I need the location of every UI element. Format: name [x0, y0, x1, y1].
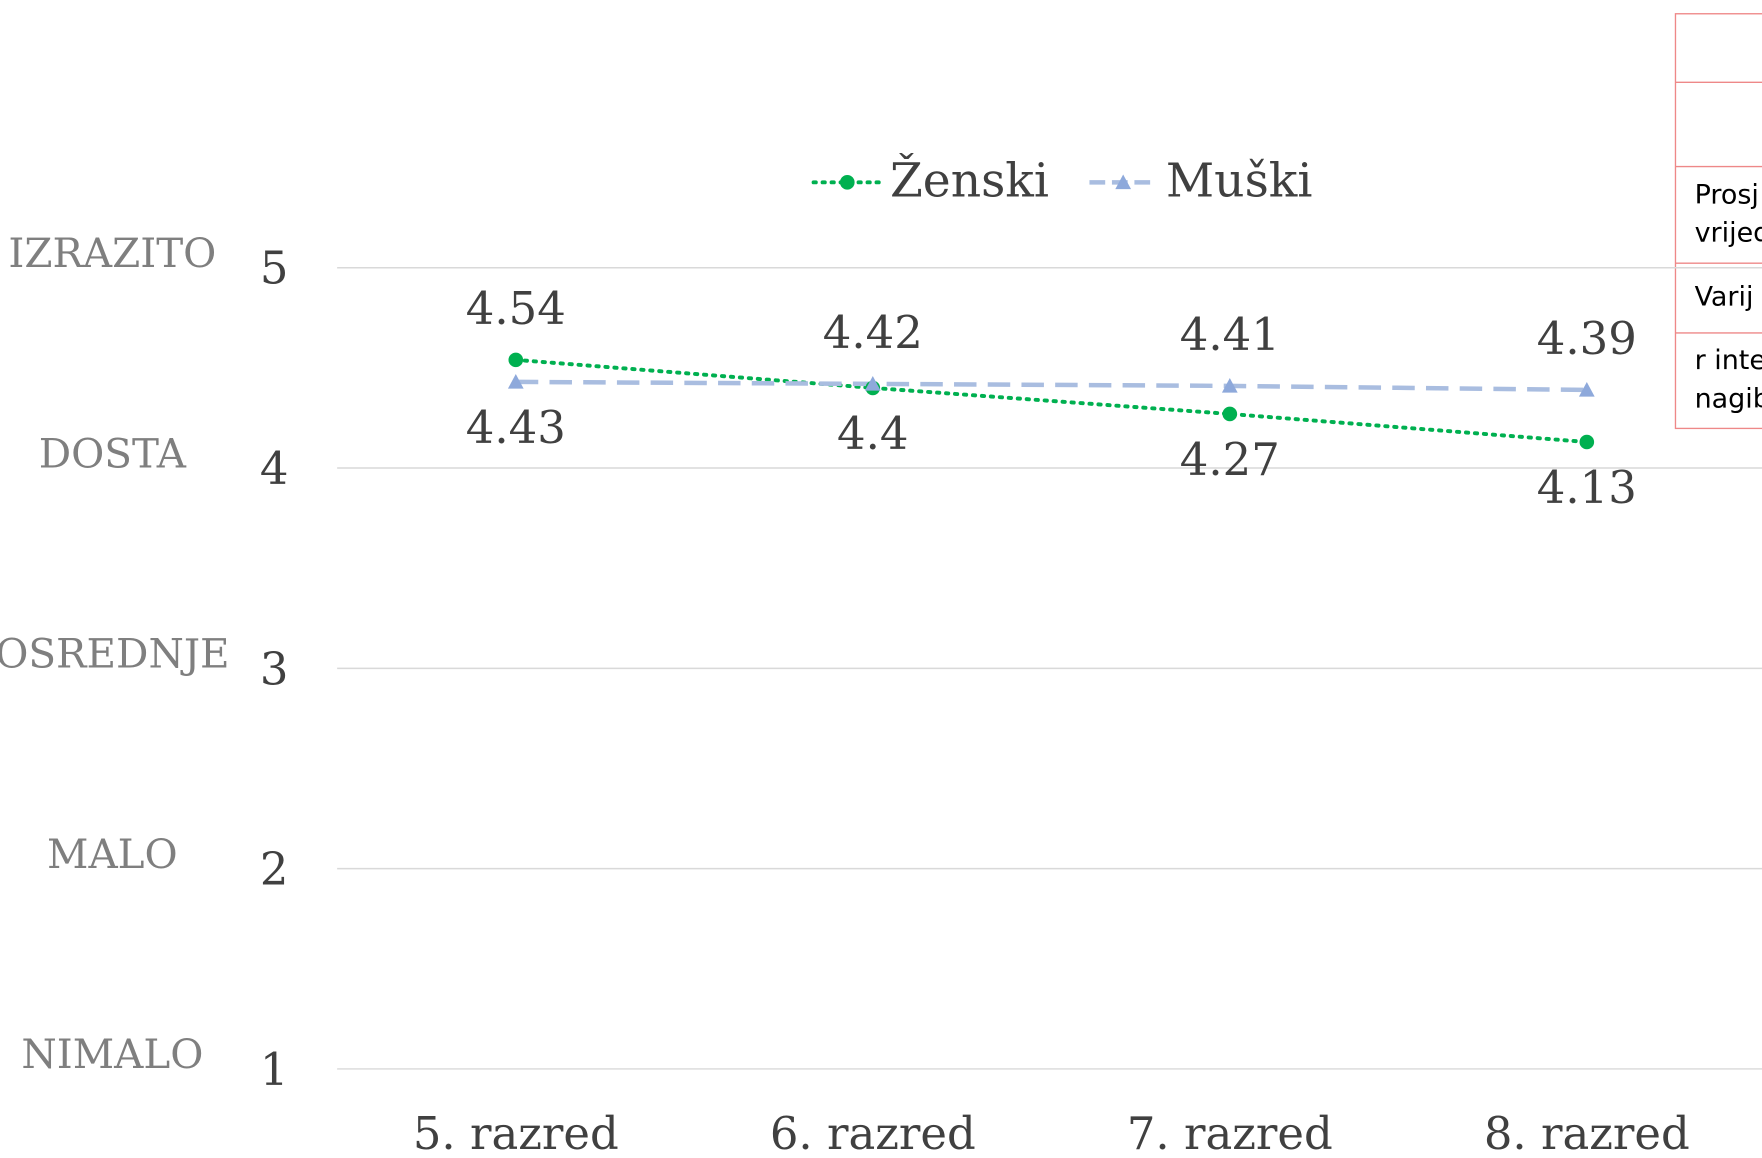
data-point [507, 374, 524, 389]
series-line [513, 357, 1589, 444]
y-tick-label: 3 [260, 642, 289, 695]
data-label: 4.42 [823, 306, 923, 359]
data-label: 4.54 [466, 282, 566, 335]
table-cell-text: r inte [1695, 345, 1762, 376]
legend-label: Muški [1166, 154, 1313, 209]
y-tick-label: 2 [260, 843, 289, 896]
y-tick-label: 1 [260, 1043, 289, 1096]
x-tick-label: 5. razred [413, 1107, 619, 1158]
data-label: 4.13 [1537, 461, 1637, 514]
legend-marker [839, 175, 855, 190]
data-point [1579, 434, 1595, 450]
table-border [1674, 13, 1762, 430]
x-tick-label: 6. razred [770, 1107, 976, 1158]
data-label: 4.27 [1180, 433, 1280, 486]
data-label: 4.4 [837, 407, 908, 460]
x-tick-label: 8. razred [1484, 1107, 1690, 1158]
data-label: 4.43 [466, 401, 566, 454]
data-point [1221, 378, 1238, 393]
side-table [1674, 13, 1762, 430]
y-tick-label: 5 [260, 242, 289, 295]
legend-label: Ženski [890, 153, 1049, 209]
y-level-label: DOSTA [39, 429, 187, 477]
y-level-label: IZRAZITO [8, 229, 216, 277]
data-point [864, 376, 881, 391]
table-cell-text: vrijed [1695, 218, 1762, 249]
legend-marker [1115, 174, 1132, 190]
y-level-label: MALO [47, 830, 178, 878]
table-cell-text: nagib [1695, 383, 1762, 414]
data-point [1222, 406, 1238, 422]
y-level-label: NIMALO [21, 1030, 203, 1078]
data-point [508, 352, 524, 368]
x-tick-label: 7. razred [1127, 1107, 1333, 1158]
series-line [515, 379, 1587, 393]
table-cell-text: Prosj [1695, 179, 1759, 210]
table-cell-text: Varij [1695, 282, 1754, 313]
y-tick-label: 4 [260, 442, 289, 495]
data-label: 4.41 [1180, 308, 1280, 361]
data-label: 4.39 [1537, 312, 1637, 365]
y-level-label: OSREDNJE [0, 630, 230, 678]
data-point [1578, 382, 1595, 397]
